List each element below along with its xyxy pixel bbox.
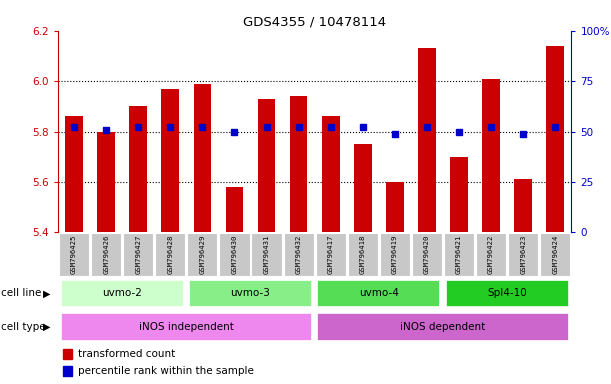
FancyBboxPatch shape [412,233,442,276]
FancyBboxPatch shape [60,280,184,307]
Bar [130,106,147,232]
FancyBboxPatch shape [508,233,538,276]
FancyBboxPatch shape [59,233,89,276]
Bar [290,96,307,232]
Text: GSM796432: GSM796432 [296,235,302,274]
FancyBboxPatch shape [123,233,153,276]
FancyBboxPatch shape [444,233,474,276]
Text: GSM796429: GSM796429 [199,235,205,274]
Text: iNOS independent: iNOS independent [139,322,234,332]
Text: GSM796426: GSM796426 [103,235,109,274]
Text: GSM796427: GSM796427 [135,235,141,274]
Text: cell line: cell line [1,288,42,298]
Bar [65,116,83,232]
Text: GSM796424: GSM796424 [552,235,558,274]
FancyBboxPatch shape [317,313,569,341]
Text: GSM796423: GSM796423 [520,235,526,274]
Text: ▶: ▶ [43,322,50,332]
FancyBboxPatch shape [188,233,218,276]
Bar [63,366,73,376]
FancyBboxPatch shape [317,280,441,307]
Text: uvmo-3: uvmo-3 [230,288,271,298]
Bar [450,157,468,232]
Bar [386,182,404,232]
FancyBboxPatch shape [476,233,506,276]
FancyBboxPatch shape [380,233,410,276]
FancyBboxPatch shape [155,233,185,276]
Bar [63,349,73,359]
Bar [546,46,564,232]
Bar [225,187,243,232]
Text: uvmo-4: uvmo-4 [359,288,399,298]
Text: GSM796425: GSM796425 [71,235,77,274]
Bar [97,131,115,232]
Text: Spl4-10: Spl4-10 [487,288,527,298]
Bar [322,116,340,232]
FancyBboxPatch shape [219,233,249,276]
FancyBboxPatch shape [348,233,378,276]
Text: GSM796417: GSM796417 [327,235,334,274]
Text: cell type: cell type [1,322,46,332]
Bar [482,79,500,232]
Bar [194,84,211,232]
Text: GSM796430: GSM796430 [232,235,238,274]
Bar [161,89,179,232]
FancyBboxPatch shape [540,233,570,276]
FancyBboxPatch shape [284,233,313,276]
Text: GSM796422: GSM796422 [488,235,494,274]
Bar [418,48,436,232]
Bar [258,99,276,232]
Bar [514,179,532,232]
Text: GSM796418: GSM796418 [360,235,366,274]
Text: GSM796431: GSM796431 [263,235,269,274]
FancyBboxPatch shape [252,233,282,276]
Text: GSM796421: GSM796421 [456,235,462,274]
Text: GSM796419: GSM796419 [392,235,398,274]
Text: GDS4355 / 10478114: GDS4355 / 10478114 [243,15,386,28]
Text: GSM796428: GSM796428 [167,235,174,274]
Bar [354,144,371,232]
Text: transformed count: transformed count [78,349,175,359]
Text: ▶: ▶ [43,288,50,298]
FancyBboxPatch shape [316,233,346,276]
FancyBboxPatch shape [445,280,569,307]
Text: iNOS dependent: iNOS dependent [400,322,486,332]
FancyBboxPatch shape [91,233,121,276]
Text: GSM796420: GSM796420 [424,235,430,274]
FancyBboxPatch shape [189,280,312,307]
FancyBboxPatch shape [60,313,312,341]
Text: uvmo-2: uvmo-2 [102,288,142,298]
Text: percentile rank within the sample: percentile rank within the sample [78,366,254,376]
